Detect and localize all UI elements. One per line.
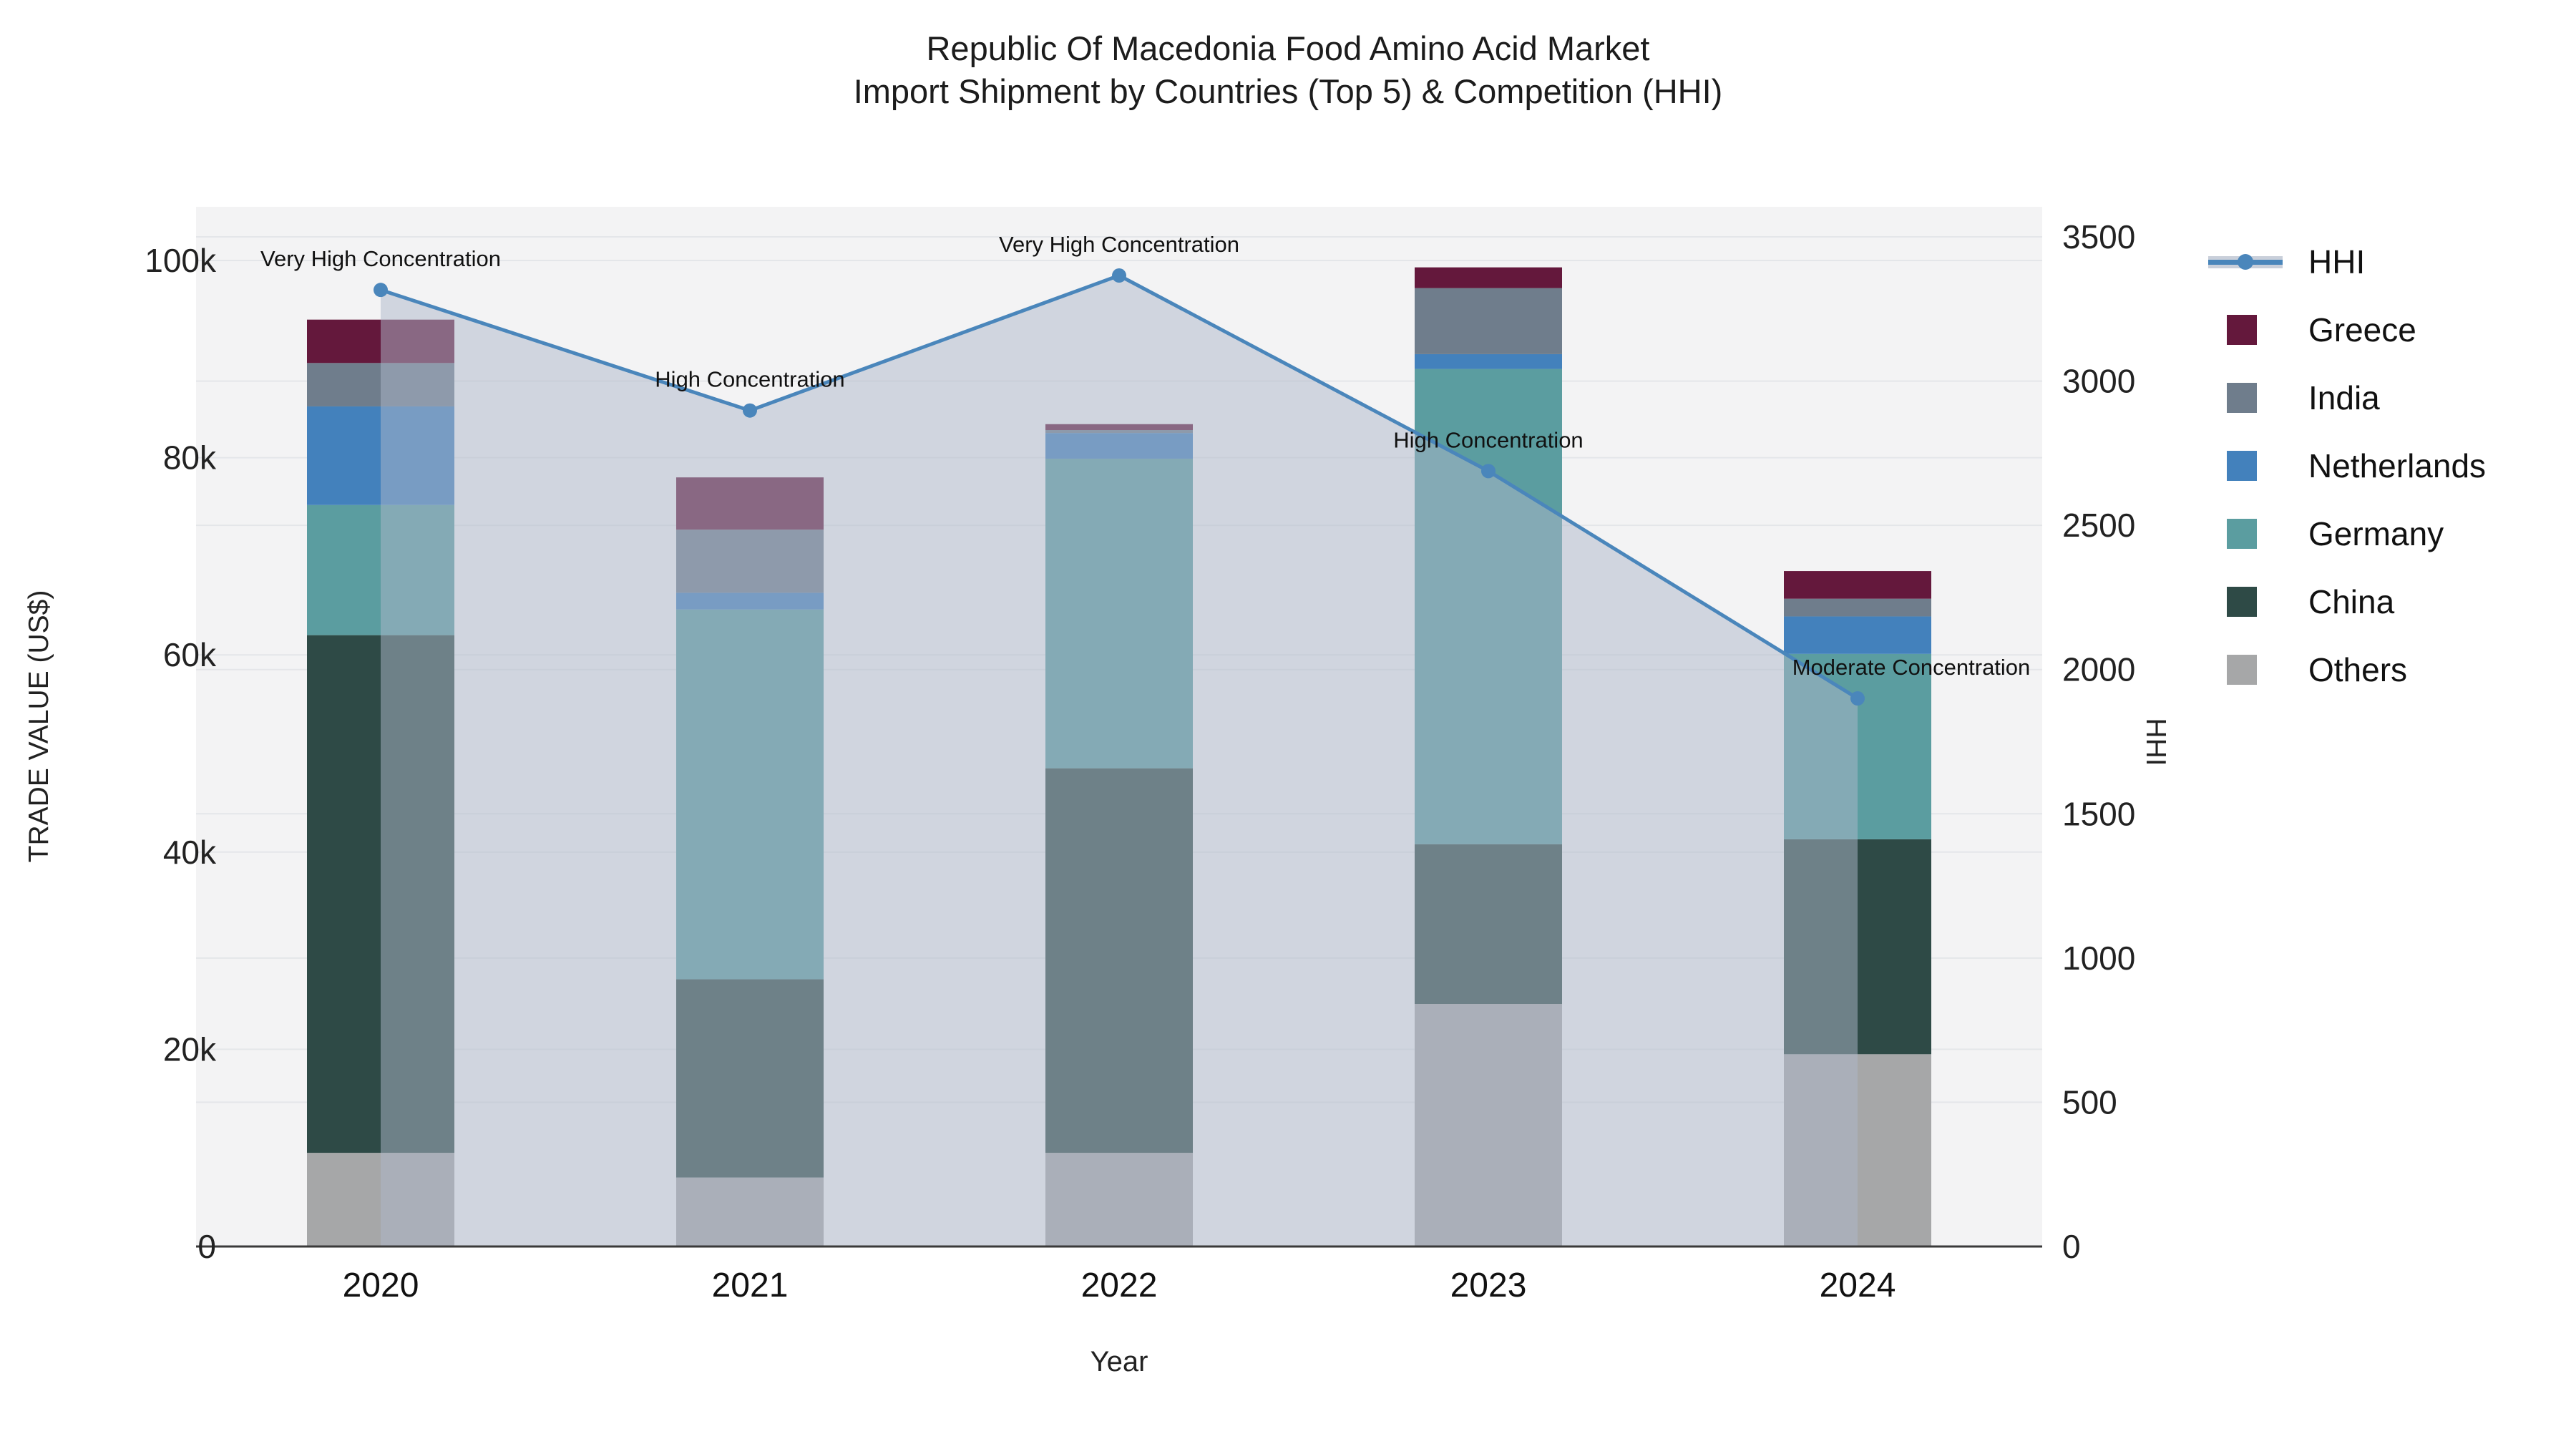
- y-right-tick-3000: 3000: [2062, 363, 2135, 400]
- legend-item-hhi[interactable]: HHI: [2208, 228, 2486, 296]
- x-axis-title: Year: [1091, 1346, 1148, 1377]
- legend-item-others[interactable]: Others: [2208, 635, 2486, 703]
- annotation-2022: Very High Concentration: [999, 232, 1239, 257]
- y-left-tick-40k: 40k: [163, 834, 217, 871]
- legend-label: Germany: [2308, 514, 2444, 552]
- bar-segment-2024-india[interactable]: [1784, 598, 1931, 617]
- chart-title-line1: Republic Of Macedonia Food Amino Acid Ma…: [926, 29, 1650, 67]
- chart-title: Republic Of Macedonia Food Amino Acid Ma…: [0, 27, 2576, 113]
- y-right-tick-0: 0: [2062, 1228, 2081, 1265]
- y-left-tick-20k: 20k: [163, 1030, 217, 1068]
- x-tick-2022: 2022: [1081, 1267, 1158, 1304]
- y-right-tick-1000: 1000: [2062, 940, 2135, 977]
- y-right-tick-3500: 3500: [2062, 218, 2135, 255]
- legend-item-india[interactable]: India: [2208, 364, 2486, 431]
- china-swatch-icon: [2208, 586, 2308, 617]
- others-swatch-icon: [2208, 654, 2308, 685]
- legend-label: Netherlands: [2308, 447, 2487, 484]
- left-axis-title: TRADE VALUE (US$): [24, 590, 54, 863]
- y-left-tick-0: 0: [197, 1228, 216, 1265]
- bar-segment-2023-netherlands[interactable]: [1415, 353, 1562, 369]
- annotation-2021: High Concentration: [655, 367, 844, 392]
- legend-item-greece[interactable]: Greece: [2208, 296, 2486, 364]
- y-left-tick-100k: 100k: [145, 242, 217, 279]
- bar-segment-2024-netherlands[interactable]: [1784, 616, 1931, 654]
- bar-segment-2023-india[interactable]: [1415, 288, 1562, 354]
- hhi-marker-2022[interactable]: [1112, 268, 1126, 283]
- bar-segment-2023-greece[interactable]: [1415, 267, 1562, 288]
- greece-swatch-icon: [2208, 314, 2308, 345]
- netherlands-swatch-icon: [2208, 450, 2308, 481]
- legend-label: China: [2308, 582, 2395, 620]
- hhi-marker-2023[interactable]: [1481, 464, 1496, 479]
- x-tick-2023: 2023: [1450, 1267, 1527, 1304]
- bar-segment-2024-greece[interactable]: [1784, 571, 1931, 599]
- x-tick-2021: 2021: [712, 1267, 789, 1304]
- hhi-line-icon: [2208, 247, 2308, 277]
- hhi-marker-2020[interactable]: [374, 283, 388, 298]
- legend-label: India: [2308, 379, 2380, 416]
- legend: HHI Greece India Netherlands Germany China Oth…: [2208, 228, 2486, 703]
- legend-label: Others: [2308, 650, 2408, 688]
- y-right-tick-500: 500: [2062, 1083, 2117, 1121]
- y-left-tick-60k: 60k: [163, 636, 217, 673]
- legend-label: Greece: [2308, 311, 2416, 348]
- legend-label: HHI: [2308, 243, 2366, 280]
- legend-item-germany[interactable]: Germany: [2208, 499, 2486, 567]
- right-axis-title: HHI: [2140, 718, 2171, 766]
- y-right-tick-2000: 2000: [2062, 651, 2135, 688]
- y-right-tick-2500: 2500: [2062, 507, 2135, 544]
- y-right-tick-1500: 1500: [2062, 795, 2135, 832]
- chart-title-line2: Import Shipment by Countries (Top 5) & C…: [853, 72, 1723, 110]
- germany-swatch-icon: [2208, 518, 2308, 549]
- hhi-marker-2024[interactable]: [1850, 691, 1865, 706]
- legend-item-netherlands[interactable]: Netherlands: [2208, 431, 2486, 499]
- india-swatch-icon: [2208, 382, 2308, 413]
- hhi-area-fill: [381, 275, 1858, 1247]
- legend-item-china[interactable]: China: [2208, 567, 2486, 635]
- annotation-2023: High Concentration: [1393, 427, 1583, 452]
- x-tick-2020: 2020: [343, 1267, 419, 1304]
- x-tick-2024: 2024: [1820, 1267, 1896, 1304]
- hhi-marker-2021[interactable]: [743, 403, 757, 418]
- y-left-tick-80k: 80k: [163, 439, 217, 477]
- annotation-2020: Very High Concentration: [260, 246, 501, 271]
- annotation-2024: Moderate Concentration: [1792, 655, 2031, 680]
